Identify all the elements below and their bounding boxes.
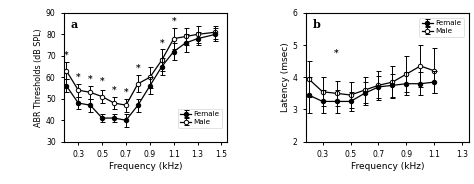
- Text: *: *: [159, 38, 164, 47]
- X-axis label: Frequency (kHz): Frequency (kHz): [351, 162, 424, 171]
- Y-axis label: Latency (msec): Latency (msec): [281, 42, 290, 112]
- Text: *: *: [136, 64, 140, 73]
- Text: *: *: [88, 75, 92, 84]
- Legend: Female, Male: Female, Male: [178, 109, 222, 128]
- Legend: Female, Male: Female, Male: [419, 18, 464, 37]
- X-axis label: Frequency (kHz): Frequency (kHz): [109, 162, 182, 171]
- Text: *: *: [124, 88, 128, 97]
- Text: b: b: [312, 19, 320, 30]
- Text: *: *: [100, 77, 104, 86]
- Text: *: *: [112, 85, 117, 94]
- Text: *: *: [334, 49, 339, 58]
- Text: *: *: [172, 17, 176, 26]
- Y-axis label: ABR Thresholds (dB SPL): ABR Thresholds (dB SPL): [34, 28, 43, 127]
- Text: a: a: [71, 19, 78, 30]
- Text: *: *: [64, 51, 69, 60]
- Text: *: *: [76, 72, 81, 82]
